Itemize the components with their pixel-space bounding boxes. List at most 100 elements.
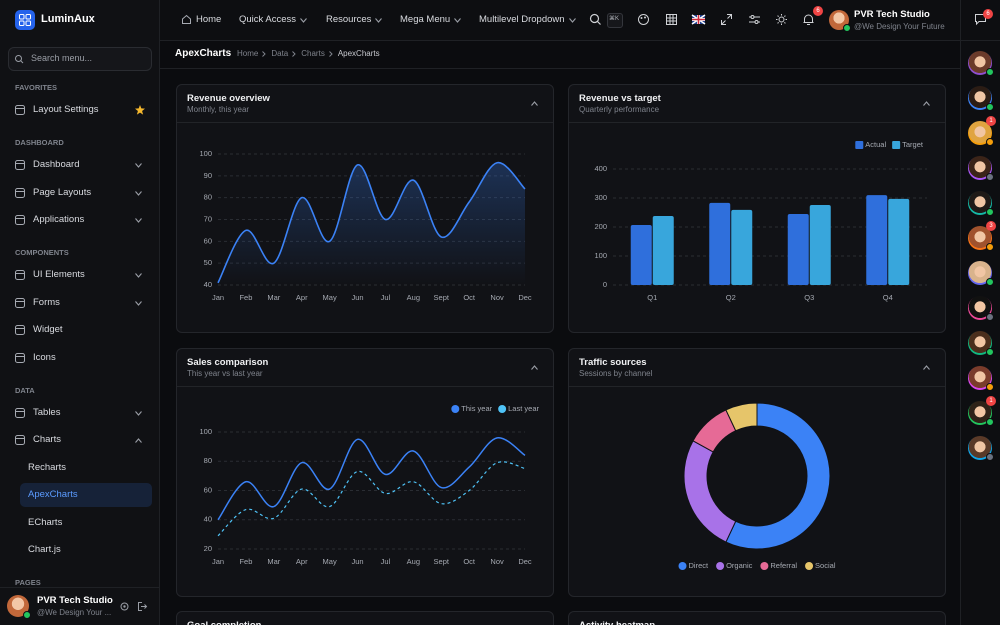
menu-item[interactable]: Forms (33, 296, 60, 308)
breadcrumb-separator (328, 51, 333, 57)
legend-label: Direct (689, 561, 710, 570)
brand-name: LuminAux (41, 13, 95, 26)
nav-item[interactable]: Mega Menu (400, 14, 451, 26)
menu-item[interactable]: Page Layouts (33, 186, 92, 198)
sidebar: LuminAux Search menu... FAVORITES Layout Se… (0, 0, 160, 625)
x-tick-label: Jul (381, 557, 391, 566)
card: Activity heatmap (568, 611, 946, 625)
status-dot (986, 173, 994, 181)
bar (630, 224, 652, 285)
x-tick-label: Q2 (726, 293, 736, 302)
card: Traffic sources Sessions by channel Direct… (568, 348, 946, 597)
nav-item[interactable]: Home (196, 14, 222, 26)
x-tick-label: Jan (212, 557, 224, 566)
y-tick-label: 60 (204, 236, 212, 245)
x-tick-label: May (323, 557, 337, 566)
status-dot (986, 278, 994, 286)
y-tick-label: 60 (204, 485, 212, 494)
x-tick-label: Oct (463, 557, 476, 566)
y-tick-label: 100 (199, 149, 212, 158)
chevron (135, 300, 142, 306)
donut-segment (725, 402, 758, 432)
menu-item[interactable]: Icons (33, 351, 56, 363)
bar (731, 209, 753, 285)
menu-icon (15, 297, 25, 308)
breadcrumb-item[interactable]: Home (237, 49, 259, 59)
nav-item[interactable]: Quick Access (239, 14, 297, 26)
user-tagline: @We Design Your ... (37, 608, 112, 618)
badge: 3 (986, 221, 996, 231)
toolbar-icon (721, 14, 732, 25)
y-tick-label: 80 (204, 193, 212, 202)
legend-marker (855, 141, 864, 149)
submenu-item[interactable]: ECharts (28, 516, 63, 528)
toolbar-icon (666, 14, 677, 25)
legend-label: Social (815, 561, 836, 570)
x-tick-label: Q1 (647, 293, 657, 302)
breadcrumb-item[interactable]: Charts (301, 49, 325, 59)
settings-icon (120, 602, 129, 611)
rail-header (961, 0, 1000, 41)
x-tick-label: Feb (239, 557, 252, 566)
line (217, 161, 526, 284)
y-tick-label: 40 (204, 515, 212, 524)
logout-icon (138, 602, 148, 611)
collapse-toggle (531, 365, 538, 370)
y-tick-label: 40 (204, 280, 212, 289)
bar (787, 213, 809, 285)
menu-item[interactable]: Layout Settings (33, 104, 99, 116)
toolbar-icon (691, 14, 706, 25)
card-divider (569, 386, 945, 387)
nav-item[interactable]: Multilevel Dropdown (479, 14, 565, 26)
submenu-item[interactable]: Recharts (28, 461, 67, 473)
breadcrumb-item: ApexCharts (337, 49, 380, 59)
search-icon (589, 13, 601, 25)
status-dot (986, 138, 994, 146)
x-tick-label: Nov (490, 557, 504, 566)
y-tick-label: 50 (204, 258, 212, 267)
collapse-toggle (923, 101, 930, 106)
menu-icon (15, 435, 25, 445)
menu-item[interactable]: Dashboard (33, 159, 80, 171)
collapse-toggle (531, 101, 538, 106)
card: Sales comparison This year vs last year 20… (176, 348, 554, 597)
breadcrumb-separator (292, 51, 296, 57)
badge: 6 (813, 6, 823, 16)
status-dot (986, 383, 994, 391)
card-divider (177, 122, 553, 123)
right-rail: 6 1 3 1 (960, 0, 1000, 625)
chevron (135, 163, 142, 168)
menu-icon (15, 105, 25, 115)
menu: FAVORITES Layout Settings DASHBOARD Dashboa… (0, 0, 159, 587)
menu-icon (15, 270, 25, 280)
submenu-item[interactable]: ApexCharts (28, 489, 78, 501)
card-divider (177, 386, 553, 387)
chevron (375, 18, 383, 23)
menu-item[interactable]: Charts (33, 434, 61, 446)
collapse-toggle (923, 365, 930, 370)
x-tick-label: Apr (296, 293, 308, 302)
status-dot (23, 611, 31, 619)
y-tick-label: 400 (594, 164, 607, 173)
card-subtitle: Monthly, this year (187, 105, 250, 115)
search-box[interactable] (8, 47, 152, 71)
legend-label: This year (461, 404, 492, 413)
menu-icon (15, 215, 25, 225)
line (217, 461, 526, 537)
chart: 20 40 60 80 100 Jan Feb Mar Apr May Jun Jul Aug Sept O… (199, 404, 539, 566)
breadcrumb-item[interactable]: Data (271, 49, 289, 59)
menu-item[interactable]: Applications (33, 214, 85, 226)
x-tick-label: Jun (351, 557, 363, 566)
section-title: COMPONENTS (15, 248, 69, 258)
home-icon (182, 14, 191, 24)
submenu-item[interactable]: Chart.js (28, 544, 61, 556)
x-tick-label: Jun (351, 293, 363, 302)
y-tick-label: 200 (594, 222, 607, 231)
menu-item[interactable]: Widget (33, 324, 63, 336)
star (135, 105, 145, 115)
section-title: PAGES (15, 578, 41, 587)
menu-item[interactable]: UI Elements (33, 269, 85, 281)
x-tick-label: Mar (267, 557, 280, 566)
nav-item[interactable]: Resources (326, 14, 372, 26)
menu-item[interactable]: Tables (33, 406, 61, 418)
